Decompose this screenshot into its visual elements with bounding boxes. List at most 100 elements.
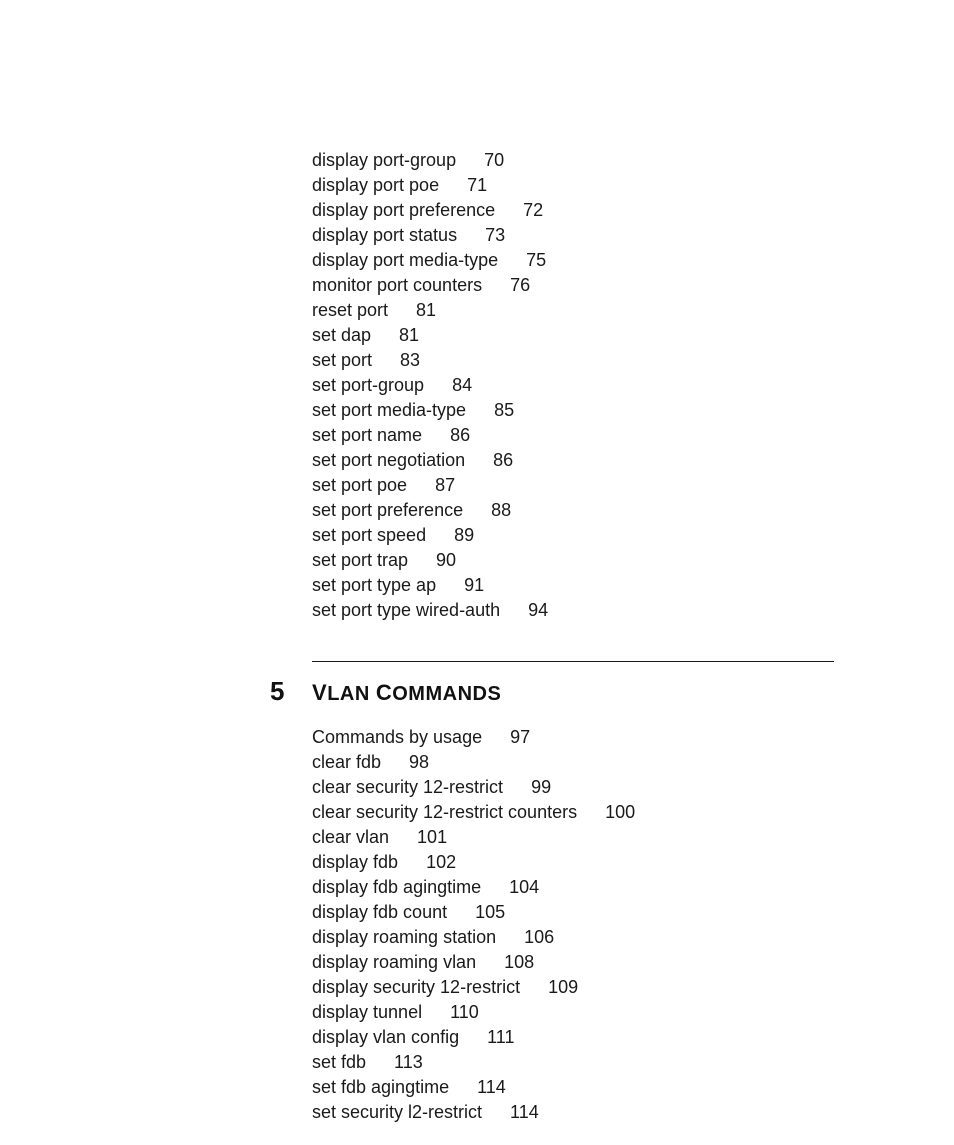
toc-entry-label: display vlan config bbox=[312, 1027, 459, 1047]
toc-entry: reset port81 bbox=[312, 298, 834, 323]
toc-entry: display port media-type75 bbox=[312, 248, 834, 273]
toc-entry: display tunnel 110 bbox=[312, 1000, 834, 1025]
toc-entry: display port status 73 bbox=[312, 223, 834, 248]
toc-entry-page: 75 bbox=[526, 250, 546, 270]
toc-section-vlan-commands: 5 VLAN COMMANDS Commands by usage97 clea… bbox=[312, 661, 834, 1125]
section-divider bbox=[312, 661, 834, 662]
toc-entry: set dap 81 bbox=[312, 323, 834, 348]
toc-entry-label: clear security 12-restrict counters bbox=[312, 802, 577, 822]
toc-entry-label: display port preference bbox=[312, 200, 495, 220]
toc-entry-label: clear vlan bbox=[312, 827, 389, 847]
toc-entry-label: display port status bbox=[312, 225, 457, 245]
toc-entry: set port preference 88 bbox=[312, 498, 834, 523]
toc-entry-label: set security l2-restrict bbox=[312, 1102, 482, 1122]
toc-entry-page: 102 bbox=[426, 852, 456, 872]
toc-entry: clear vlan 101 bbox=[312, 825, 834, 850]
toc-entry: display vlan config 111 bbox=[312, 1025, 834, 1050]
toc-entry: display port poe 71 bbox=[312, 173, 834, 198]
toc-entry: set port trap 90 bbox=[312, 548, 834, 573]
toc-entry-page: 108 bbox=[504, 952, 534, 972]
toc-entry-page: 81 bbox=[416, 300, 436, 320]
toc-entry-label: display roaming station bbox=[312, 927, 496, 947]
toc-entry-page: 100 bbox=[605, 802, 635, 822]
toc-entry-page: 97 bbox=[510, 727, 530, 747]
toc-entry: display port preference 72 bbox=[312, 198, 834, 223]
toc-entry-page: 94 bbox=[528, 600, 548, 620]
toc-entry-page: 90 bbox=[436, 550, 456, 570]
toc-entry-label: display security 12-restrict bbox=[312, 977, 520, 997]
toc-entry-page: 83 bbox=[400, 350, 420, 370]
toc-entry-label: display port-group bbox=[312, 150, 456, 170]
toc-entry: set fdb agingtime 114 bbox=[312, 1075, 834, 1100]
toc-entry-page: 70 bbox=[484, 150, 504, 170]
toc-entry-page: 106 bbox=[524, 927, 554, 947]
toc-entry-page: 110 bbox=[450, 1002, 479, 1022]
toc-page: display port-group70 display port poe71 … bbox=[0, 0, 954, 1145]
toc-entry: set port name86 bbox=[312, 423, 834, 448]
toc-entry-label: set port media-type bbox=[312, 400, 466, 420]
toc-entry-page: 86 bbox=[493, 450, 513, 470]
toc-entry-label: set port speed bbox=[312, 525, 426, 545]
toc-entry: display fdb agingtime104 bbox=[312, 875, 834, 900]
toc-entry-page: 89 bbox=[454, 525, 474, 545]
toc-entry-label: set port type ap bbox=[312, 575, 436, 595]
toc-entry-page: 111 bbox=[487, 1027, 514, 1047]
toc-entry-label: set dap bbox=[312, 325, 371, 345]
section-title: VLAN COMMANDS bbox=[312, 680, 501, 706]
toc-entry: set security l2-restrict 114 bbox=[312, 1100, 834, 1125]
toc-entry-page: 81 bbox=[399, 325, 419, 345]
toc-entry-page: 71 bbox=[467, 175, 487, 195]
toc-entry-label: clear fdb bbox=[312, 752, 381, 772]
toc-entry: clear security 12-restrict 99 bbox=[312, 775, 834, 800]
toc-entry: set port media-type85 bbox=[312, 398, 834, 423]
toc-entry-page: 114 bbox=[510, 1102, 539, 1122]
toc-entry-label: display tunnel bbox=[312, 1002, 422, 1022]
toc-entry: clear fdb 98 bbox=[312, 750, 834, 775]
toc-entry-label: display fdb agingtime bbox=[312, 877, 481, 897]
toc-entry: display roaming vlan108 bbox=[312, 950, 834, 975]
toc-entry: set port 83 bbox=[312, 348, 834, 373]
toc-entry: monitor port counters 76 bbox=[312, 273, 834, 298]
toc-entry-page: 98 bbox=[409, 752, 429, 772]
toc-entry-label: Commands by usage bbox=[312, 727, 482, 747]
toc-entry: set port-group 84 bbox=[312, 373, 834, 398]
toc-entry-label: set port-group bbox=[312, 375, 424, 395]
toc-entry-label: display fdb count bbox=[312, 902, 447, 922]
toc-entry: set port poe 87 bbox=[312, 473, 834, 498]
toc-entry: clear security 12-restrict counters 100 bbox=[312, 800, 834, 825]
toc-entry-label: clear security 12-restrict bbox=[312, 777, 503, 797]
toc-entry: display port-group 70 bbox=[312, 148, 834, 173]
toc-entry-page: 105 bbox=[475, 902, 505, 922]
toc-entry-page: 87 bbox=[435, 475, 455, 495]
toc-entry: set fdb 113 bbox=[312, 1050, 834, 1075]
toc-entry-page: 101 bbox=[417, 827, 447, 847]
toc-entry-page: 99 bbox=[531, 777, 551, 797]
toc-list: Commands by usage 97 clear fdb 98 clear se… bbox=[312, 725, 834, 1125]
toc-entry: set port negotiation 86 bbox=[312, 448, 834, 473]
toc-entry-label: set port preference bbox=[312, 500, 463, 520]
toc-entry-label: set fdb bbox=[312, 1052, 366, 1072]
toc-entry-page: 76 bbox=[510, 275, 530, 295]
toc-entry: display roaming station 106 bbox=[312, 925, 834, 950]
toc-entry-page: 84 bbox=[452, 375, 472, 395]
toc-entry-label: display port poe bbox=[312, 175, 439, 195]
section-number: 5 bbox=[270, 676, 312, 707]
toc-section-port-commands-continuation: display port-group70 display port poe71 … bbox=[312, 148, 834, 623]
toc-entry-page: 113 bbox=[394, 1052, 423, 1072]
toc-entry-page: 72 bbox=[523, 200, 543, 220]
toc-entry-label: set port bbox=[312, 350, 372, 370]
toc-entry-label: set port trap bbox=[312, 550, 408, 570]
toc-entry-page: 88 bbox=[491, 500, 511, 520]
toc-entry-label: set port poe bbox=[312, 475, 407, 495]
toc-entry-label: monitor port counters bbox=[312, 275, 482, 295]
toc-entry-page: 109 bbox=[548, 977, 578, 997]
toc-entry-page: 73 bbox=[485, 225, 505, 245]
toc-entry: display security 12-restrict 109 bbox=[312, 975, 834, 1000]
toc-entry-label: set port name bbox=[312, 425, 422, 445]
toc-entry-label: set port negotiation bbox=[312, 450, 465, 470]
toc-entry: display fdb count 105 bbox=[312, 900, 834, 925]
toc-entry: display fdb102 bbox=[312, 850, 834, 875]
toc-entry-label: set fdb agingtime bbox=[312, 1077, 449, 1097]
toc-entry-page: 114 bbox=[477, 1077, 506, 1097]
toc-entry: set port type ap91 bbox=[312, 573, 834, 598]
